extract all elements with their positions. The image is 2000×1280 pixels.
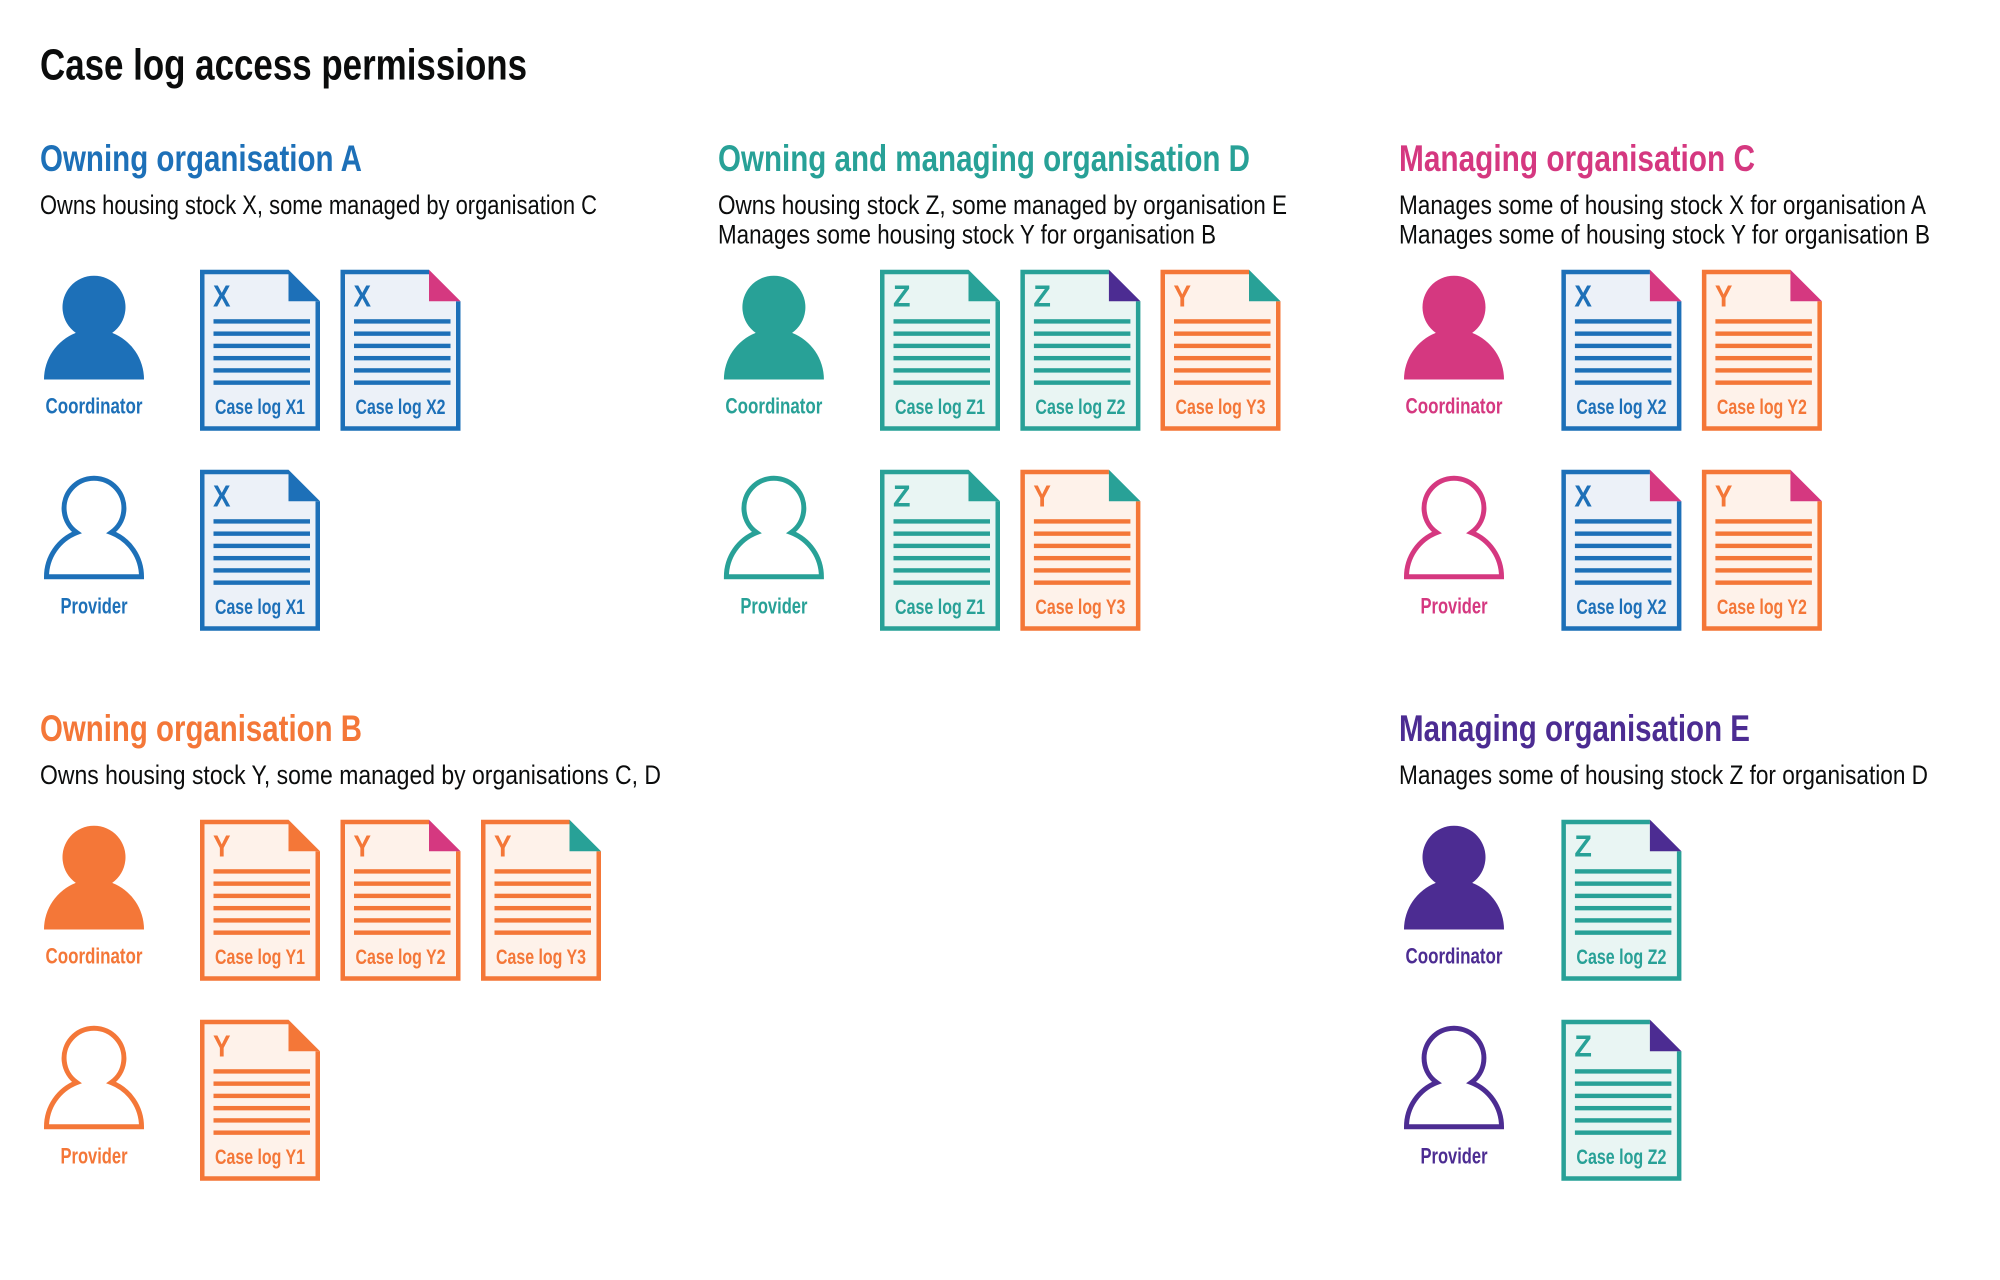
svg-text:Case log Y1: Case log Y1 bbox=[215, 945, 305, 969]
svg-text:Manages some of housing stock: Manages some of housing stock X for orga… bbox=[1399, 190, 1926, 220]
svg-text:Z: Z bbox=[893, 279, 911, 313]
svg-text:X: X bbox=[1574, 279, 1592, 313]
svg-text:Y: Y bbox=[1174, 279, 1192, 313]
svg-text:Coordinator: Coordinator bbox=[1406, 943, 1503, 968]
svg-text:Managing organisation C: Managing organisation C bbox=[1399, 138, 1755, 179]
svg-text:Owns housing stock Y, some man: Owns housing stock Y, some managed by or… bbox=[40, 760, 661, 790]
svg-text:Y: Y bbox=[213, 829, 231, 863]
svg-text:Case log Y3: Case log Y3 bbox=[496, 945, 586, 969]
svg-text:Provider: Provider bbox=[1421, 593, 1488, 618]
svg-text:Coordinator: Coordinator bbox=[46, 943, 143, 968]
svg-text:Case log Y2: Case log Y2 bbox=[1717, 595, 1807, 619]
svg-text:X: X bbox=[1574, 479, 1592, 513]
svg-text:Provider: Provider bbox=[1421, 1143, 1488, 1168]
svg-text:Case log Z2: Case log Z2 bbox=[1035, 395, 1125, 419]
svg-text:Case log X2: Case log X2 bbox=[356, 395, 446, 419]
svg-text:Z: Z bbox=[1574, 1029, 1592, 1063]
svg-text:Case log Z1: Case log Z1 bbox=[895, 395, 985, 419]
svg-text:Managing organisation E: Managing organisation E bbox=[1399, 708, 1750, 749]
svg-text:Case log X2: Case log X2 bbox=[1576, 395, 1666, 419]
svg-text:Case log Y3: Case log Y3 bbox=[1035, 595, 1125, 619]
svg-text:X: X bbox=[213, 279, 231, 313]
svg-text:Owning and managing organisati: Owning and managing organisation D bbox=[718, 138, 1250, 179]
svg-text:Case log Y2: Case log Y2 bbox=[356, 945, 446, 969]
svg-text:Case log Z2: Case log Z2 bbox=[1576, 945, 1666, 969]
svg-text:Provider: Provider bbox=[61, 593, 128, 618]
svg-text:Provider: Provider bbox=[61, 1143, 128, 1168]
svg-text:X: X bbox=[213, 479, 231, 513]
svg-text:Z: Z bbox=[1033, 279, 1051, 313]
svg-text:Provider: Provider bbox=[740, 593, 807, 618]
svg-text:Y: Y bbox=[494, 829, 512, 863]
svg-text:Coordinator: Coordinator bbox=[46, 393, 143, 418]
svg-text:Case log Z1: Case log Z1 bbox=[895, 595, 985, 619]
svg-text:Y: Y bbox=[1033, 479, 1051, 513]
svg-text:Case log Y1: Case log Y1 bbox=[215, 1145, 305, 1169]
svg-text:Z: Z bbox=[1574, 829, 1592, 863]
svg-text:Owns housing stock Z, some man: Owns housing stock Z, some managed by or… bbox=[718, 190, 1287, 220]
svg-text:Y: Y bbox=[1715, 279, 1733, 313]
svg-text:Case log access permissions: Case log access permissions bbox=[40, 41, 527, 90]
svg-text:Coordinator: Coordinator bbox=[1406, 393, 1503, 418]
svg-text:X: X bbox=[354, 279, 372, 313]
svg-text:Manages some housing stock Y f: Manages some housing stock Y for organis… bbox=[718, 219, 1216, 249]
svg-text:Owning organisation B: Owning organisation B bbox=[40, 708, 362, 749]
svg-text:Coordinator: Coordinator bbox=[725, 393, 822, 418]
svg-text:Case log Y3: Case log Y3 bbox=[1176, 395, 1266, 419]
svg-text:Owns housing stock X, some man: Owns housing stock X, some managed by or… bbox=[40, 190, 597, 220]
svg-text:Y: Y bbox=[213, 1029, 231, 1063]
svg-text:Case log X1: Case log X1 bbox=[215, 595, 305, 619]
svg-text:Z: Z bbox=[893, 479, 911, 513]
svg-text:Y: Y bbox=[1715, 479, 1733, 513]
svg-text:Manages some of housing stock: Manages some of housing stock Z for orga… bbox=[1399, 760, 1928, 790]
svg-text:Case log Z2: Case log Z2 bbox=[1576, 1145, 1666, 1169]
svg-text:Y: Y bbox=[354, 829, 372, 863]
svg-text:Case log X1: Case log X1 bbox=[215, 395, 305, 419]
svg-text:Owning organisation A: Owning organisation A bbox=[40, 138, 362, 179]
svg-text:Manages some of housing stock: Manages some of housing stock Y for orga… bbox=[1399, 219, 1930, 249]
svg-text:Case log Y2: Case log Y2 bbox=[1717, 395, 1807, 419]
svg-text:Case log X2: Case log X2 bbox=[1576, 595, 1666, 619]
